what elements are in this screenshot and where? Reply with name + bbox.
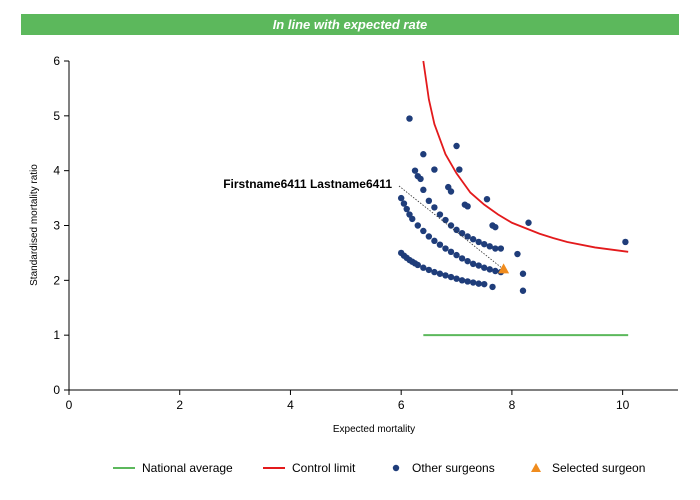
axes: 0 2 4 6 8 10 0 1 2 3 4 5 6 bbox=[53, 54, 678, 412]
other-surgeon-point bbox=[442, 216, 449, 224]
other-surgeon-point bbox=[458, 277, 466, 284]
selected-surgeon-label: Firstname6411 Lastname6411 bbox=[223, 177, 392, 191]
other-surgeon-point bbox=[447, 248, 455, 256]
legend-label: Selected surgeon bbox=[552, 461, 645, 475]
other-surgeon-point bbox=[458, 229, 466, 237]
other-surgeon-point bbox=[481, 280, 488, 288]
other-surgeon-point bbox=[425, 233, 433, 240]
other-surgeon-point bbox=[447, 222, 455, 229]
other-surgeon-point bbox=[475, 262, 482, 269]
other-surgeon-point bbox=[469, 279, 477, 286]
other-surgeon-point bbox=[431, 204, 438, 211]
other-surgeon-point bbox=[436, 270, 444, 277]
legend-label: National average bbox=[142, 461, 233, 475]
annotation-leader bbox=[398, 185, 504, 270]
other-surgeon-point bbox=[400, 200, 408, 207]
other-surgeon-point bbox=[409, 215, 416, 223]
y-tick-label: 0 bbox=[53, 383, 60, 397]
legend-swatch bbox=[531, 463, 541, 472]
other-surgeon-point bbox=[397, 194, 405, 202]
other-surgeon-point bbox=[453, 251, 460, 259]
other-surgeon-point bbox=[483, 195, 491, 203]
status-banner: In line with expected rate bbox=[21, 14, 679, 35]
other-surgeon-point bbox=[489, 283, 496, 291]
other-surgeon-point bbox=[447, 188, 455, 195]
other-surgeon-point bbox=[464, 233, 471, 240]
other-surgeon-point bbox=[464, 278, 471, 285]
other-surgeon-point bbox=[431, 166, 438, 173]
other-surgeon-point bbox=[492, 245, 499, 252]
other-surgeon-point bbox=[622, 238, 629, 246]
other-surgeon-point bbox=[453, 275, 460, 282]
y-axis-label: Standardised mortality ratio bbox=[29, 164, 40, 286]
other-surgeon-point bbox=[436, 211, 444, 218]
other-surgeon-point bbox=[420, 227, 427, 235]
other-surgeon-point bbox=[492, 223, 499, 231]
other-surgeon-point bbox=[414, 261, 421, 269]
legend: National average Control limit Other surge… bbox=[113, 461, 645, 475]
other-surgeon-point bbox=[431, 268, 438, 276]
other-surgeon-point bbox=[406, 115, 413, 122]
selected-surgeon-point bbox=[498, 263, 510, 274]
other-surgeon-point bbox=[481, 264, 488, 271]
other-surgeon-point bbox=[414, 222, 421, 229]
other-surgeon-point bbox=[514, 250, 521, 258]
other-surgeon-point bbox=[469, 236, 477, 243]
legend-label: Control limit bbox=[292, 461, 356, 475]
other-surgeon-point bbox=[453, 226, 460, 234]
x-tick-label: 2 bbox=[176, 398, 183, 412]
other-surgeon-point bbox=[475, 280, 482, 287]
x-axis-label: Expected mortality bbox=[333, 424, 415, 435]
other-surgeon-point bbox=[436, 241, 444, 248]
other-surgeon-point bbox=[425, 266, 433, 274]
x-tick-label: 8 bbox=[509, 398, 516, 412]
legend-label: Other surgeons bbox=[412, 461, 495, 475]
y-tick-label: 2 bbox=[53, 273, 60, 287]
legend-swatch bbox=[392, 464, 400, 472]
other-surgeon-point bbox=[447, 273, 455, 281]
other-surgeon-point bbox=[486, 266, 493, 273]
x-tick-label: 6 bbox=[398, 398, 405, 412]
other-surgeon-point bbox=[492, 267, 499, 275]
x-tick-label: 10 bbox=[616, 398, 630, 412]
y-tick-label: 3 bbox=[53, 219, 60, 233]
other-surgeon-point bbox=[525, 219, 532, 226]
x-tick-label: 0 bbox=[66, 398, 73, 412]
other-surgeon-point bbox=[453, 142, 460, 150]
other-surgeon-point bbox=[417, 175, 424, 183]
other-surgeon-point bbox=[486, 243, 493, 250]
other-surgeon-point bbox=[458, 255, 466, 262]
plot-area: Firstname6411 Lastname6411 bbox=[223, 60, 629, 337]
other-surgeon-point bbox=[475, 238, 482, 246]
other-surgeon-point bbox=[420, 151, 427, 158]
other-surgeon-point bbox=[442, 272, 449, 279]
other-surgeon-point bbox=[442, 245, 449, 252]
other-surgeon-point bbox=[464, 203, 471, 210]
x-tick-label: 4 bbox=[287, 398, 294, 412]
other-surgeon-point bbox=[411, 167, 419, 174]
y-tick-label: 4 bbox=[53, 164, 60, 178]
other-surgeon-point bbox=[497, 245, 505, 252]
other-surgeon-point bbox=[420, 264, 427, 271]
other-surgeon-point bbox=[519, 287, 527, 294]
other-surgeon-point bbox=[425, 197, 433, 205]
other-surgeon-point bbox=[420, 186, 427, 194]
other-surgeon-point bbox=[431, 237, 438, 245]
other-surgeon-point bbox=[469, 260, 477, 268]
other-surgeon-point bbox=[464, 257, 471, 265]
other-surgeon-point bbox=[403, 205, 410, 213]
other-surgeon-point bbox=[456, 166, 463, 173]
other-surgeon-point bbox=[519, 270, 527, 277]
other-surgeon-point bbox=[481, 240, 488, 248]
control-limit-line bbox=[422, 60, 629, 253]
y-tick-label: 5 bbox=[53, 109, 60, 123]
y-tick-label: 6 bbox=[53, 54, 60, 68]
y-tick-label: 1 bbox=[53, 328, 60, 342]
